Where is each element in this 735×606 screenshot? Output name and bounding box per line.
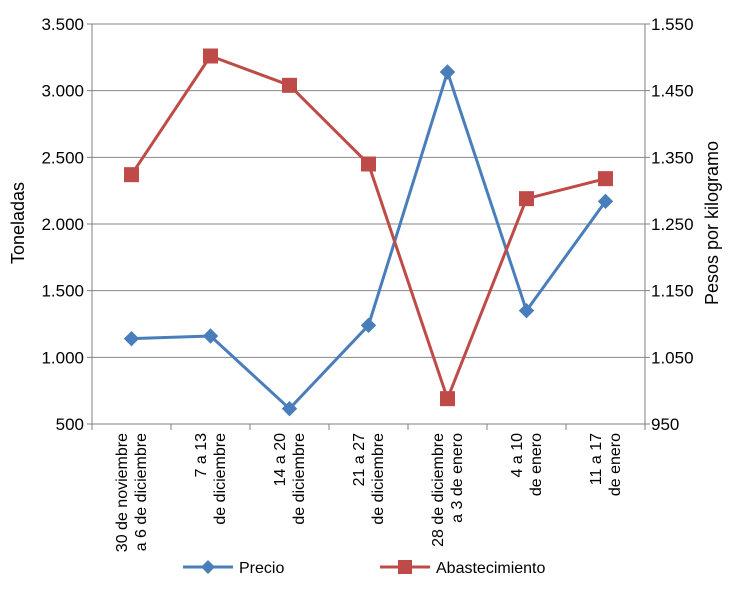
data-point: [518, 302, 535, 319]
right-tick-label: 1.550: [651, 15, 694, 34]
category-label-line: de diciembre: [370, 433, 387, 525]
data-point: [202, 328, 219, 344]
right-tick-label: 1.250: [651, 215, 694, 234]
series-abastecimiento: [124, 48, 613, 407]
x-axis-category-labels: 30 de noviembre a 6 de diciembre 7 a 13 de …: [114, 433, 624, 552]
category-label-line: 4 a 10: [509, 433, 526, 478]
legend-marker: [398, 560, 412, 574]
category-label-line: a 6 de diciembre: [133, 433, 150, 551]
category-label-line: 21 a 27: [351, 433, 368, 486]
right-axis-title: Pesos por kilogramo: [702, 141, 722, 305]
category-label: 14 a 20 de diciembre: [272, 433, 308, 525]
category-label-line: de diciembre: [291, 433, 308, 525]
legend-label: Abastecimiento: [436, 560, 545, 577]
left-axis-title: Toneladas: [8, 182, 28, 264]
series-layer: [123, 48, 614, 417]
category-label: 28 de diciembre a 3 de enero: [430, 433, 466, 547]
category-label: 30 de noviembre a 6 de diciembre: [114, 433, 150, 552]
left-tick-label: 500: [56, 415, 84, 434]
data-point: [124, 167, 139, 183]
right-tick-label: 1.050: [651, 348, 694, 367]
category-label: 4 a 10 de enero: [509, 433, 545, 496]
legend-marker: [201, 560, 215, 574]
right-tick-label: 1.450: [651, 82, 694, 101]
data-point: [203, 48, 218, 64]
data-point: [598, 171, 613, 187]
category-label-line: de enero: [607, 433, 624, 496]
category-label-line: de diciembre: [212, 433, 229, 525]
data-point: [440, 391, 455, 407]
legend-item-precio: Precio: [183, 560, 284, 577]
left-tick-label: 3.500: [41, 15, 84, 34]
left-tick-label: 1.500: [41, 282, 84, 301]
data-point: [360, 317, 377, 334]
data-point: [123, 330, 140, 347]
category-label: 21 a 27 de diciembre: [351, 433, 387, 525]
data-point: [597, 193, 614, 210]
left-tick-label: 3.000: [41, 82, 84, 101]
left-tick-label: 1.000: [41, 348, 84, 367]
left-tick-label: 2.000: [41, 215, 84, 234]
series-line: [131, 70, 607, 411]
category-label-line: 14 a 20: [272, 433, 289, 486]
left-tick-label: 2.500: [41, 148, 84, 167]
category-label-line: 30 de noviembre: [114, 433, 131, 552]
right-tick-label: 950: [651, 415, 679, 434]
legend-label: Precio: [239, 560, 284, 577]
series-precio: [123, 64, 614, 417]
right-tick-label: 1.150: [651, 282, 694, 301]
category-label-line: 7 a 13: [193, 433, 210, 478]
data-point: [439, 64, 456, 80]
right-tick-label: 1.350: [651, 148, 694, 167]
category-label: 11 a 17 de enero: [588, 433, 624, 496]
legend: Precio Abastecimiento: [183, 560, 545, 577]
category-label-line: a 3 de enero: [449, 433, 466, 523]
category-label-line: 28 de diciembre: [430, 433, 447, 547]
category-label-line: 11 a 17: [588, 433, 605, 485]
series-line: [130, 54, 606, 401]
data-point: [519, 191, 534, 207]
right-axis-ticks: 1.550 1.450 1.350 1.250 1.150 1.050 950: [645, 15, 694, 434]
data-point: [282, 77, 297, 93]
category-label-line: de enero: [528, 433, 545, 496]
data-point: [361, 156, 376, 172]
left-axis-ticks: 3.500 3.000 2.500 2.000 1.500 1.000 500: [41, 15, 92, 434]
category-label: 7 a 13 de diciembre: [193, 433, 229, 525]
data-point: [281, 400, 298, 417]
x-axis-tickmarks: [91, 424, 646, 430]
legend-item-abastecimiento: Abastecimiento: [380, 560, 545, 577]
